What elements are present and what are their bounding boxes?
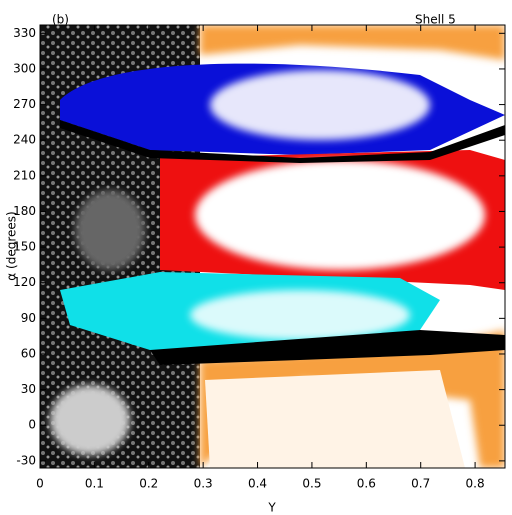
orange-region [200,330,505,468]
x-tick-label: 0.4 [248,477,267,491]
panel-label: (b) [52,13,69,27]
x-tick-label: 0.5 [302,477,321,491]
y-tick-label: 0 [28,418,36,432]
grey-patch [50,385,130,455]
y-tick-label: 30 [21,382,36,396]
y-tick-label: 330 [13,26,36,40]
black-edge [60,120,505,163]
y-tick-label: 60 [21,346,36,360]
y-tick-label: 210 [13,168,36,182]
annotation: Shell 5 [415,13,456,27]
density-map [40,25,505,468]
y-tick-label: 180 [13,204,36,218]
y-tick-label: 90 [21,311,36,325]
y-tick-label: -30 [16,453,36,467]
x-tick-label: 0.8 [466,477,485,491]
y-tick-label: 240 [13,133,36,147]
y-tick-label: 270 [13,97,36,111]
x-tick-label: 0.3 [194,477,213,491]
x-tick-label: 0 [36,477,44,491]
black-edge [150,330,505,365]
x-tick-label: 0.1 [85,477,104,491]
orange-region [200,25,505,60]
y-axis-label: α (degrees) [5,211,19,280]
x-axis-label: Y [267,501,276,515]
x-tick-label: 0.2 [139,477,158,491]
y-tick-label: 300 [13,61,36,75]
white-region [205,370,465,468]
white-patch [190,290,410,340]
white-patch [210,70,430,140]
x-tick-label: 0.7 [411,477,430,491]
plot-frame [39,24,506,469]
white-patch [195,160,485,270]
y-tick-label: 120 [13,275,36,289]
y-tick-label: 150 [13,240,36,254]
grey-patch [75,190,145,270]
x-tick-label: 0.6 [357,477,376,491]
